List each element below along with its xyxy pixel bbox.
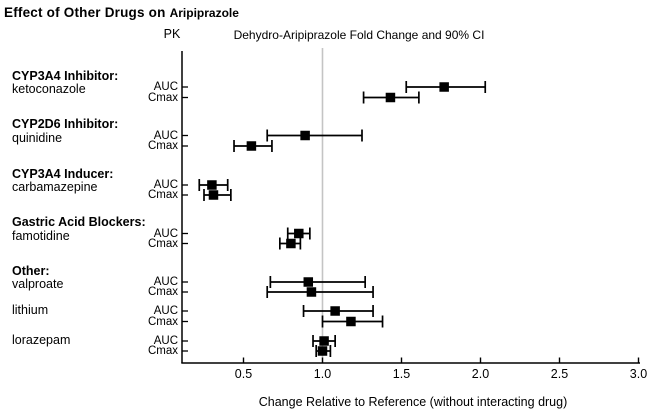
- pk-row-label: AUC: [153, 129, 178, 142]
- group-label: CYP3A4 Inducer:: [12, 166, 114, 181]
- group-label: Gastric Acid Blockers:: [12, 215, 146, 229]
- point-marker: [385, 92, 396, 103]
- group-label: CYP3A4 Inhibitor:: [12, 68, 119, 83]
- x-tick-label: 3.0: [629, 367, 648, 381]
- pk-row-label: Cmax: [147, 237, 178, 250]
- pk-row-label: AUC: [153, 227, 178, 240]
- pk-row-label: Cmax: [147, 91, 178, 104]
- group-label: Other:: [12, 263, 50, 278]
- point-marker: [286, 238, 296, 249]
- point-marker: [208, 190, 219, 200]
- x-tick-label: 1.0: [313, 367, 332, 381]
- group-label: CYP2D6 Inhibitor:: [12, 117, 119, 131]
- pk-row-label: AUC: [153, 276, 178, 288]
- group-label-block: CYP3A4 Inhibitor: ketoconazole: [12, 68, 119, 97]
- point-marker: [306, 287, 317, 297]
- drug-label: lorazepam: [12, 333, 71, 347]
- pk-row-label: Cmax: [147, 286, 178, 298]
- drug-label: ketoconazole: [12, 82, 86, 96]
- drug-label: famotidine: [12, 228, 70, 243]
- drug-label: lithium: [12, 303, 49, 317]
- group-label-block: Gastric Acid Blockers: famotidine: [12, 215, 146, 243]
- point-marker: [300, 130, 310, 141]
- pk-row-label: Cmax: [147, 345, 178, 357]
- pk-row-label: Cmax: [147, 189, 178, 201]
- point-marker: [439, 82, 449, 92]
- group-label-block: CYP2D6 Inhibitor: quinidine: [12, 117, 119, 145]
- drug-label: quinidine: [12, 130, 63, 145]
- pk-column-header: PK: [163, 27, 181, 41]
- point-marker: [246, 141, 257, 151]
- x-tick-label: 2.0: [471, 367, 490, 381]
- point-marker: [330, 306, 340, 316]
- pk-row-label: AUC: [153, 335, 178, 347]
- chart-title: Effect of Other Drugs on Aripiprazole: [4, 4, 239, 22]
- pk-row-label: AUC: [153, 305, 178, 317]
- drug-label: valproate: [12, 277, 64, 291]
- x-tick-label: 0.5: [234, 367, 253, 381]
- point-marker: [294, 228, 304, 239]
- chart-title-drug: Aripiprazole: [169, 6, 239, 20]
- chart-title-main: Effect of Other Drugs on: [4, 5, 166, 20]
- drug-label: carbamazepine: [12, 180, 98, 194]
- plot-header: Dehydro-Aripiprazole Fold Change and 90%…: [233, 28, 485, 42]
- pk-row-label: Cmax: [147, 315, 178, 328]
- x-axis-label: Change Relative to Reference (without in…: [258, 395, 568, 409]
- point-marker: [207, 180, 217, 190]
- point-marker: [319, 336, 329, 346]
- group-label-block: CYP3A4 Inducer: carbamazepine: [12, 166, 114, 195]
- point-marker: [346, 316, 356, 327]
- point-marker: [317, 346, 328, 356]
- pk-row-label: Cmax: [147, 140, 178, 152]
- pk-row-label: AUC: [153, 179, 178, 191]
- pk-row-label: AUC: [153, 81, 178, 93]
- group-label-block: Other: valproate: [12, 263, 64, 292]
- x-tick-label: 1.5: [392, 367, 411, 381]
- point-marker: [303, 277, 314, 287]
- x-tick-label: 2.5: [550, 367, 569, 381]
